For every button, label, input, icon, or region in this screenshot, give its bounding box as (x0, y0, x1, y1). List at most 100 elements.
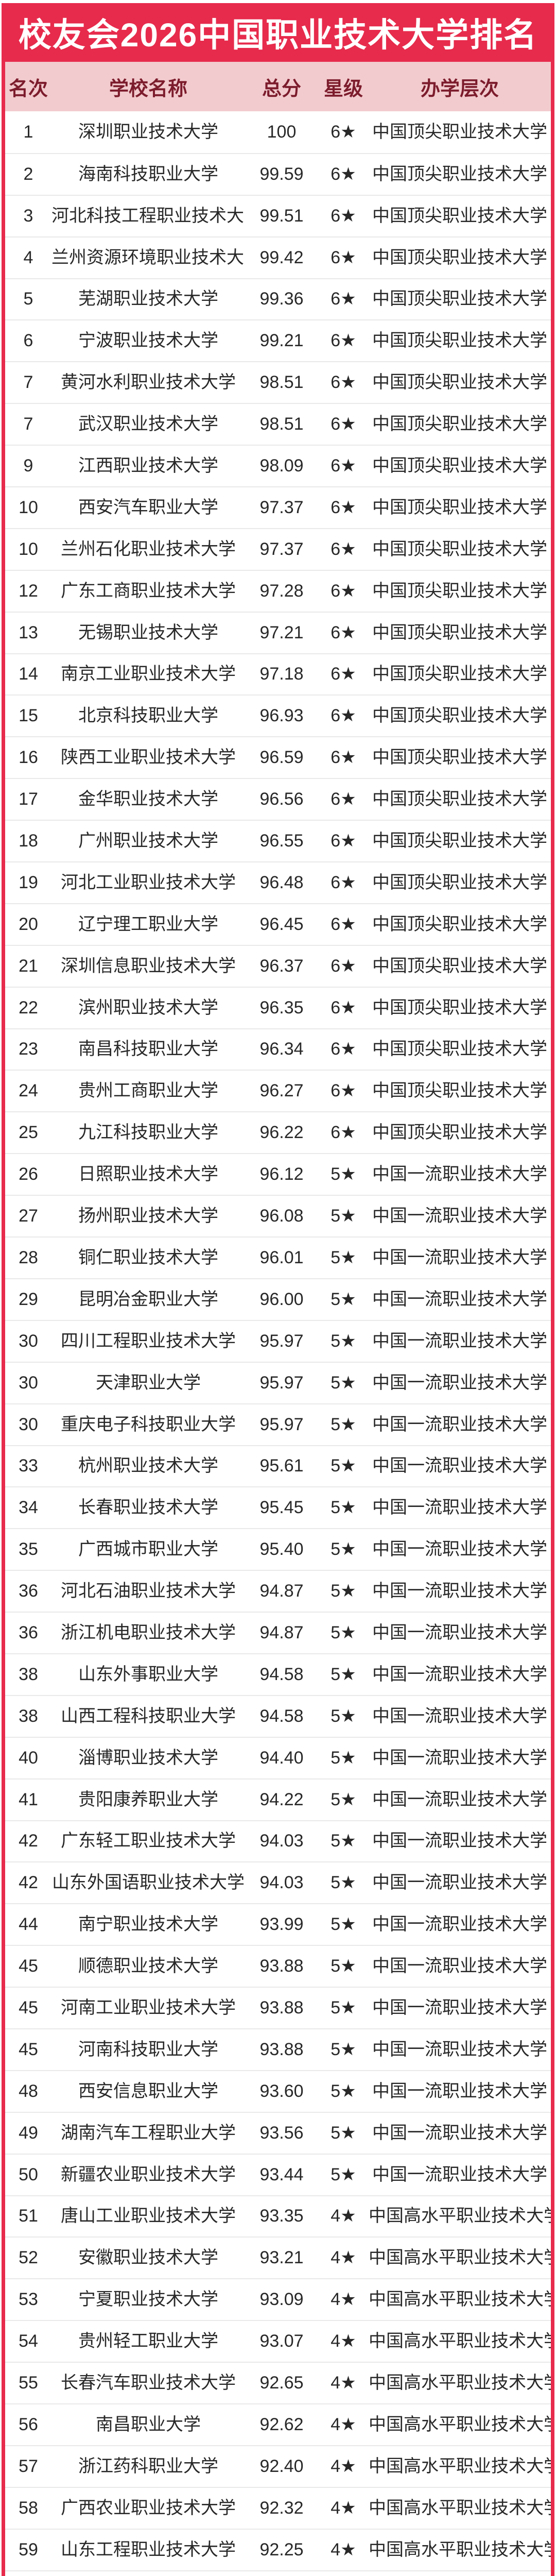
rank-cell: 7 (23, 414, 33, 434)
rank-cell: 29 (19, 1289, 38, 1309)
stars-cell: 5★ (331, 1789, 356, 1809)
rank-cell: 38 (19, 1706, 38, 1726)
school-cell: 南宁职业技术大学 (78, 1914, 218, 1935)
stars-cell: 6★ (331, 372, 356, 393)
score-cell: 99.36 (259, 289, 304, 309)
rank-cell: 30 (19, 1414, 38, 1434)
rank-cell: 36 (19, 1622, 38, 1642)
stars-cell: 5★ (331, 1289, 356, 1309)
score-cell: 96.37 (259, 956, 304, 976)
table-row: 40 淄博职业技术大学 94.40 5★ 中国一流职业技术大学 (5, 1736, 551, 1778)
rank-cell: 4 (23, 247, 33, 267)
level-cell: 中国一流职业技术大学 (372, 2081, 547, 2101)
table-row: 5 芜湖职业技术大学 99.36 6★ 中国顶尖职业技术大学 (5, 278, 551, 320)
score-cell: 93.88 (259, 1956, 304, 1976)
table-row: 48 西安信息职业大学 93.60 5★ 中国一流职业技术大学 (5, 2070, 551, 2112)
score-cell: 92.32 (259, 2498, 304, 2518)
stars-cell: 6★ (331, 581, 356, 601)
rank-cell: 45 (19, 1956, 38, 1976)
column-header-school: 学校名称 (109, 78, 187, 100)
school-cell: 贵州轻工职业大学 (78, 2331, 218, 2351)
table-row: 24 贵州工商职业大学 96.27 6★ 中国顶尖职业技术大学 (5, 1070, 551, 1111)
table-row: 52 安徽职业技术大学 93.21 4★ 中国高水平职业技术大学 (5, 2236, 551, 2278)
table-row: 51 唐山工业职业技术大学 93.35 4★ 中国高水平职业技术大学 (5, 2195, 551, 2237)
stars-cell: 5★ (331, 1831, 356, 1851)
score-cell: 97.37 (259, 539, 304, 559)
rank-cell: 12 (19, 581, 38, 601)
table-row: 16 陕西工业职业技术大学 96.59 6★ 中国顶尖职业技术大学 (5, 736, 551, 778)
school-cell: 日照职业技术大学 (78, 1164, 218, 1184)
school-cell: 铜仁职业技术大学 (78, 1247, 218, 1267)
rank-cell: 30 (19, 1372, 38, 1393)
stars-cell: 5★ (331, 2039, 356, 2059)
table-row: 17 金华职业技术大学 96.56 6★ 中国顶尖职业技术大学 (5, 778, 551, 820)
score-cell: 96.48 (259, 872, 304, 892)
level-cell: 中国高水平职业技术大学 (369, 2414, 551, 2434)
level-cell: 中国顶尖职业技术大学 (372, 289, 547, 309)
level-cell: 中国顶尖职业技术大学 (372, 706, 547, 726)
school-cell: 杭州职业技术大学 (78, 1456, 218, 1476)
score-cell: 99.51 (259, 206, 304, 226)
score-cell: 96.34 (259, 1039, 304, 1059)
stars-cell: 4★ (331, 2248, 356, 2268)
level-cell: 中国一流职业技术大学 (372, 1831, 547, 1851)
school-cell: 扬州职业技术大学 (78, 1206, 218, 1226)
table-row: 42 山东外国语职业技术大学 94.03 5★ 中国一流职业技术大学 (5, 1861, 551, 1903)
score-cell: 100 (267, 122, 297, 142)
score-cell: 98.51 (259, 414, 304, 434)
score-cell: 95.97 (259, 1414, 304, 1434)
level-cell: 中国高水平职业技术大学 (369, 2456, 551, 2476)
score-cell: 93.88 (259, 1997, 304, 2018)
level-cell: 中国顶尖职业技术大学 (372, 372, 547, 393)
score-cell: 95.40 (259, 1539, 304, 1560)
score-cell: 95.45 (259, 1498, 304, 1518)
table-row: 23 南昌科技职业大学 96.34 6★ 中国顶尖职业技术大学 (5, 1028, 551, 1070)
table-row: 19 河北工业职业技术大学 96.48 6★ 中国顶尖职业技术大学 (5, 861, 551, 903)
score-cell: 94.58 (259, 1706, 304, 1726)
level-cell: 中国高水平职业技术大学 (369, 2372, 551, 2393)
school-cell: 广西农业职业技术大学 (61, 2498, 236, 2518)
rank-cell: 59 (19, 2539, 38, 2560)
score-cell: 94.87 (259, 1581, 304, 1601)
score-cell: 93.09 (259, 2290, 304, 2310)
level-cell: 中国顶尖职业技术大学 (372, 622, 547, 642)
rank-cell: 17 (19, 789, 38, 809)
table-row: 45 河南科技职业大学 93.88 5★ 中国一流职业技术大学 (5, 2028, 551, 2070)
rank-cell: 26 (19, 1164, 38, 1184)
rank-cell: 23 (19, 1039, 38, 1059)
table-row: 57 浙江药科职业大学 92.40 4★ 中国高水平职业技术大学 (5, 2445, 551, 2487)
stars-cell: 6★ (331, 122, 356, 142)
table-row: 59 山东工程职业技术大学 92.25 4★ 中国高水平职业技术大学 (5, 2528, 551, 2570)
level-cell: 中国顶尖职业技术大学 (372, 581, 547, 601)
table-row: 33 杭州职业技术大学 95.61 5★ 中国一流职业技术大学 (5, 1445, 551, 1487)
score-cell: 93.60 (259, 2081, 304, 2101)
stars-cell: 5★ (331, 1164, 356, 1184)
stars-cell: 5★ (331, 2123, 356, 2143)
level-cell: 中国一流职业技术大学 (372, 1164, 547, 1184)
table-row: 54 贵州轻工职业大学 93.07 4★ 中国高水平职业技术大学 (5, 2320, 551, 2362)
school-cell: 四川工程职业技术大学 (61, 1331, 236, 1351)
stars-cell: 6★ (331, 289, 356, 309)
rank-cell: 42 (19, 1873, 38, 1893)
level-cell: 中国一流职业技术大学 (372, 1997, 547, 2018)
rank-cell: 34 (19, 1498, 38, 1518)
stars-cell: 4★ (331, 2456, 356, 2476)
page-title: 校友会2026中国职业技术大学排名 (18, 16, 538, 54)
school-cell: 浙江机电职业技术大学 (61, 1622, 236, 1642)
school-cell: 南京工业职业技术大学 (61, 664, 236, 684)
score-cell: 96.01 (259, 1247, 304, 1267)
stars-cell: 6★ (331, 414, 356, 434)
school-cell: 海南科技职业大学 (78, 164, 218, 184)
school-cell: 金华职业技术大学 (78, 789, 218, 809)
table-row: 20 辽宁理工职业大学 96.45 6★ 中国顶尖职业技术大学 (5, 903, 551, 945)
score-cell: 93.56 (259, 2123, 304, 2143)
stars-cell: 4★ (331, 2498, 356, 2518)
stars-cell: 6★ (331, 956, 356, 976)
score-cell: 94.58 (259, 1664, 304, 1684)
score-cell: 95.97 (259, 1331, 304, 1351)
level-cell: 中国高水平职业技术大学 (369, 2248, 551, 2268)
score-cell: 93.21 (259, 2248, 304, 2268)
score-cell: 97.37 (259, 497, 304, 517)
stars-cell: 5★ (331, 2081, 356, 2101)
